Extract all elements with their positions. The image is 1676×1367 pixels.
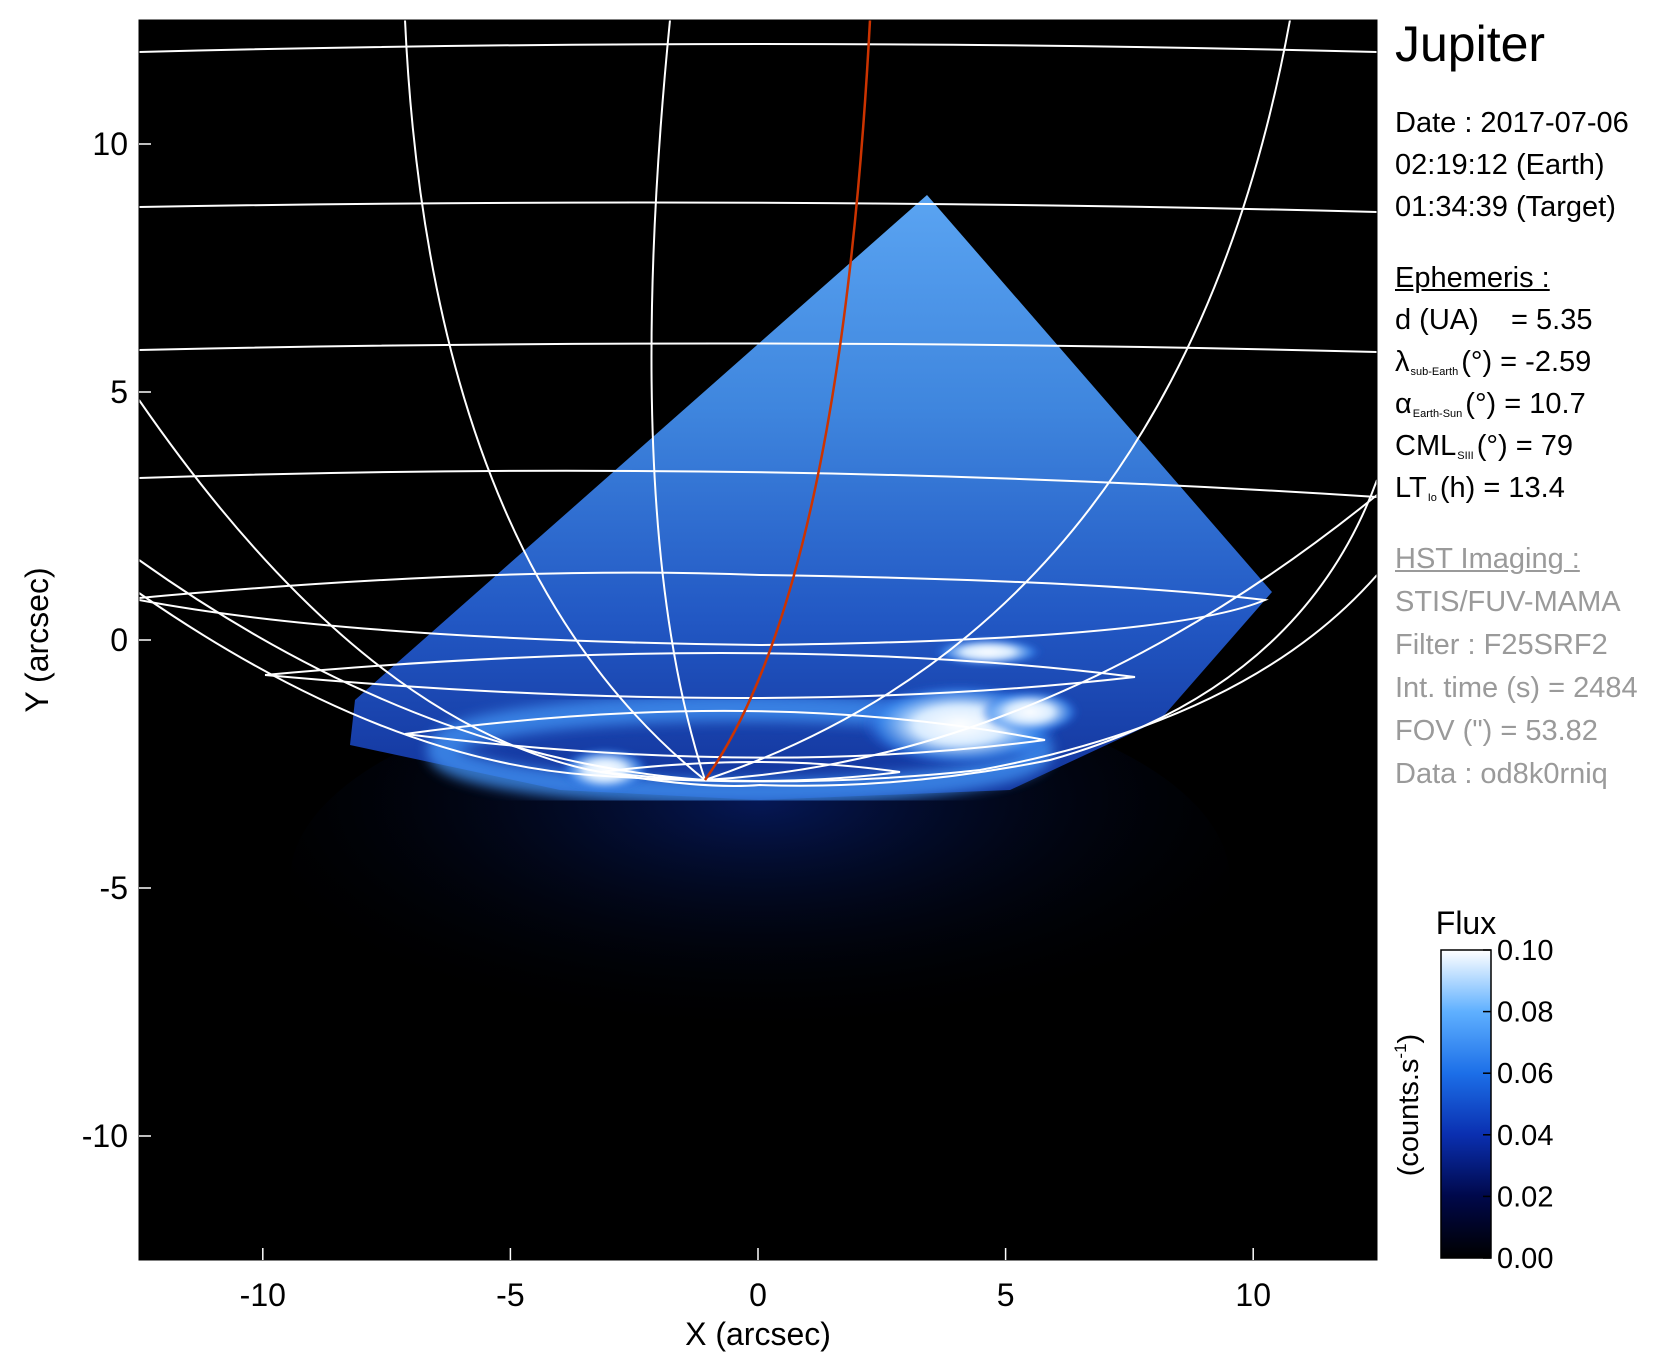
cml-row: CMLSIII (°) = 79 xyxy=(1395,425,1573,477)
alpha-value: (°) = 10.7 xyxy=(1465,388,1586,420)
limb xyxy=(139,399,1377,787)
colorbar-label-main: (counts.s xyxy=(1393,1059,1425,1177)
lt-subscript: Io xyxy=(1427,492,1437,504)
x-tick-label: -10 xyxy=(240,1277,286,1313)
latitude-line xyxy=(139,342,1377,353)
aurora-spot-west xyxy=(560,748,650,792)
colorbar-tick-label: 0.06 xyxy=(1497,1058,1553,1090)
colorbar-label: (counts.s-1) xyxy=(1391,1034,1425,1176)
colorbar-tick-label: 0.02 xyxy=(1497,1181,1553,1213)
cml-symbol: CML xyxy=(1395,430,1457,462)
lt-value: (h) = 13.4 xyxy=(1439,472,1565,504)
cml-value: (°) = 79 xyxy=(1476,430,1573,462)
distance-row: d (UA) = 5.35 xyxy=(1395,299,1592,341)
y-tick-label: 0 xyxy=(110,622,128,658)
meridian-line xyxy=(404,20,706,781)
meridian-line xyxy=(704,494,1377,781)
aurora-spot-north xyxy=(933,638,1043,666)
colorbar-ticks: 0.00 0.02 0.04 0.06 0.08 0.10 xyxy=(1483,935,1553,1275)
latitude-line xyxy=(139,571,1269,647)
latitude-line xyxy=(264,652,1136,699)
field-of-view: FOV (") = 53.82 xyxy=(1395,715,1598,747)
colorbar-label-sup: -1 xyxy=(1391,1043,1410,1058)
x-tick-label: 10 xyxy=(1235,1277,1271,1313)
y-tick-label: -5 xyxy=(100,870,128,906)
lambda-value: (°) = -2.59 xyxy=(1461,346,1592,378)
latitude-line xyxy=(139,201,1377,213)
meridian-line xyxy=(704,20,1291,781)
earth-time: 02:19:12 (Earth) xyxy=(1395,149,1605,181)
plot-title: Jupiter xyxy=(1395,16,1546,72)
x-axis-label: X (arcsec) xyxy=(685,1316,831,1352)
io-local-time-row: LTIo (h) = 13.4 xyxy=(1395,467,1565,519)
data-id: Data : od8k0rniq xyxy=(1395,758,1608,790)
hst-header-text: HST Imaging : xyxy=(1395,543,1580,575)
x-tick-label: 0 xyxy=(749,1277,767,1313)
limb xyxy=(139,574,1377,783)
distance-label: d (UA) xyxy=(1395,304,1479,336)
colorbar-tick-label: 0.00 xyxy=(1497,1243,1553,1275)
y-tick-label: 5 xyxy=(110,374,128,410)
distance-value: = 5.35 xyxy=(1511,304,1593,336)
colorbar-title: Flux xyxy=(1436,905,1496,941)
terminator-line xyxy=(703,20,872,781)
meridian-line xyxy=(650,20,706,781)
ephemeris-header: Ephemeris : xyxy=(1395,257,1550,299)
x-axis: -10 -5 0 5 10 xyxy=(240,1248,1271,1313)
latitude-line xyxy=(139,43,1377,53)
x-tick-label: -5 xyxy=(496,1277,524,1313)
alpha-subscript: Earth-Sun xyxy=(1412,408,1463,420)
lambda-symbol: λ xyxy=(1395,346,1410,378)
latitude-line xyxy=(139,469,1377,498)
filter: Filter : F25SRF2 xyxy=(1395,629,1608,661)
date-line: Date : 2017-07-06 xyxy=(1395,107,1629,139)
latitude-line xyxy=(404,709,1046,759)
plot-area xyxy=(138,19,1378,1261)
meridian-line xyxy=(139,559,706,781)
sub-earth-lat-row: λsub-Earth (°) = -2.59 xyxy=(1395,341,1591,393)
instrument: STIS/FUV-MAMA xyxy=(1395,586,1621,618)
hst-header: HST Imaging : xyxy=(1395,538,1580,580)
lambda-subscript: sub-Earth xyxy=(1410,366,1459,378)
y-tick-label: 10 xyxy=(92,126,128,162)
planet-grid xyxy=(139,20,1377,787)
colorbar-tick-label: 0.08 xyxy=(1497,997,1553,1029)
target-time: 01:34:39 (Target) xyxy=(1395,191,1616,223)
y-axis: -10 -5 0 5 10 xyxy=(82,126,151,1154)
cml-subscript: SIII xyxy=(1457,450,1474,462)
alpha-symbol: α xyxy=(1395,388,1412,420)
y-axis-label: Y (arcsec) xyxy=(19,567,55,712)
colorbar-tick-label: 0.04 xyxy=(1497,1120,1553,1152)
integration-time: Int. time (s) = 2484 xyxy=(1395,672,1638,704)
colorbar-tick-label: 0.10 xyxy=(1497,935,1553,967)
ephemeris-header-text: Ephemeris : xyxy=(1395,262,1550,294)
colorbar-label-close: ) xyxy=(1393,1034,1425,1044)
lt-symbol: LT xyxy=(1395,472,1427,504)
x-tick-label: 5 xyxy=(997,1277,1015,1313)
y-tick-label: -10 xyxy=(82,1118,128,1154)
phase-angle-row: αEarth-Sun (°) = 10.7 xyxy=(1395,383,1586,435)
aurora-spot-east xyxy=(980,690,1080,734)
colorbar: Flux 0.00 0.02 0.04 0.06 0.08 0.10 (counts.s-… xyxy=(1391,905,1553,1275)
colorbar-scale xyxy=(1440,949,1492,1259)
